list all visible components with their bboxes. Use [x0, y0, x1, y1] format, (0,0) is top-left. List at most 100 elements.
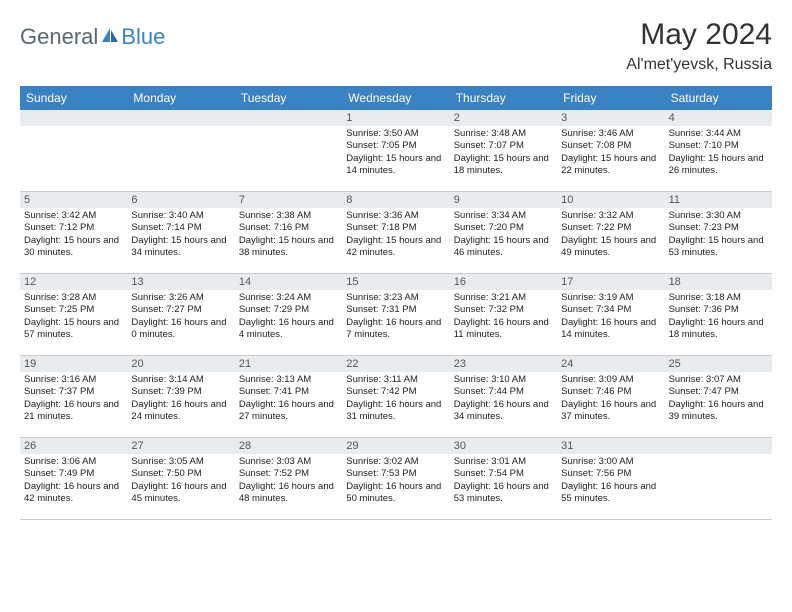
day-number: 23	[450, 356, 557, 372]
daylight-line: Daylight: 15 hours and 18 minutes.	[454, 153, 553, 178]
calendar-day: 5Sunrise: 3:42 AMSunset: 7:12 PMDaylight…	[20, 192, 127, 274]
daylight-line: Daylight: 15 hours and 34 minutes.	[131, 235, 230, 260]
sunset-line: Sunset: 7:56 PM	[561, 468, 660, 480]
calendar-day: 27Sunrise: 3:05 AMSunset: 7:50 PMDayligh…	[127, 438, 234, 520]
sunrise-line: Sunrise: 3:48 AM	[454, 128, 553, 140]
day-number: 26	[20, 438, 127, 454]
header: General Blue May 2024 Al'met'yevsk, Russ…	[20, 18, 772, 74]
sunset-line: Sunset: 7:12 PM	[24, 222, 123, 234]
sunset-line: Sunset: 7:53 PM	[346, 468, 445, 480]
calendar-day: 15Sunrise: 3:23 AMSunset: 7:31 PMDayligh…	[342, 274, 449, 356]
sunset-line: Sunset: 7:29 PM	[239, 304, 338, 316]
brand-logo: General Blue	[20, 18, 165, 50]
day-number: 19	[20, 356, 127, 372]
day-details: Sunrise: 3:44 AMSunset: 7:10 PMDaylight:…	[669, 128, 768, 177]
calendar-day: 26 Sunrise: 3:06 AMSunset: 7:49 PMDayligh…	[20, 438, 127, 520]
sunset-line: Sunset: 7:49 PM	[24, 468, 123, 480]
sunset-line: Sunset: 7:14 PM	[131, 222, 230, 234]
day-number: 4	[665, 110, 772, 126]
calendar-body: 1Sunrise: 3:50 AMSunset: 7:05 PMDaylight…	[20, 110, 772, 520]
sunset-line: Sunset: 7:23 PM	[669, 222, 768, 234]
sunrise-line: Sunrise: 3:10 AM	[454, 374, 553, 386]
day-number: 17	[557, 274, 664, 290]
day-details: Sunrise: 3:01 AMSunset: 7:54 PMDaylight:…	[454, 456, 553, 505]
day-details: Sunrise: 3:16 AMSunset: 7:37 PMDaylight:…	[24, 374, 123, 423]
sunset-line: Sunset: 7:31 PM	[346, 304, 445, 316]
sunrise-line: Sunrise: 3:13 AM	[239, 374, 338, 386]
sunrise-line: Sunrise: 3:36 AM	[346, 210, 445, 222]
day-details: Sunrise: 3:05 AMSunset: 7:50 PMDaylight:…	[131, 456, 230, 505]
calendar-day: 20Sunrise: 3:14 AMSunset: 7:39 PMDayligh…	[127, 356, 234, 438]
sunset-line: Sunset: 7:20 PM	[454, 222, 553, 234]
calendar-day: 7Sunrise: 3:38 AMSunset: 7:16 PMDaylight…	[235, 192, 342, 274]
sunrise-line: Sunrise: 3:44 AM	[669, 128, 768, 140]
sunrise-line: Sunrise: 3:18 AM	[669, 292, 768, 304]
weekday-label: Saturday	[665, 86, 772, 110]
day-details: Sunrise: 3:21 AMSunset: 7:32 PMDaylight:…	[454, 292, 553, 341]
day-details: Sunrise: 3:06 AMSunset: 7:49 PMDaylight:…	[24, 456, 123, 505]
daylight-line: Daylight: 16 hours and 21 minutes.	[24, 399, 123, 424]
calendar-day: 14Sunrise: 3:24 AMSunset: 7:29 PMDayligh…	[235, 274, 342, 356]
sunrise-line: Sunrise: 3:32 AM	[561, 210, 660, 222]
sunrise-line: Sunrise: 3:03 AM	[239, 456, 338, 468]
day-details: Sunrise: 3:34 AMSunset: 7:20 PMDaylight:…	[454, 210, 553, 259]
sunrise-line: Sunrise: 3:21 AM	[454, 292, 553, 304]
weekday-label: Sunday	[20, 86, 127, 110]
calendar-day: 12Sunrise: 3:28 AMSunset: 7:25 PMDayligh…	[20, 274, 127, 356]
calendar-day: 4 Sunrise: 3:44 AMSunset: 7:10 PMDaylight…	[665, 110, 772, 192]
calendar-day: 25Sunrise: 3:07 AMSunset: 7:47 PMDayligh…	[665, 356, 772, 438]
calendar-day: 16Sunrise: 3:21 AMSunset: 7:32 PMDayligh…	[450, 274, 557, 356]
day-details: Sunrise: 3:26 AMSunset: 7:27 PMDaylight:…	[131, 292, 230, 341]
day-number: 3	[557, 110, 664, 126]
day-number	[20, 110, 127, 126]
daylight-line: Daylight: 16 hours and 11 minutes.	[454, 317, 553, 342]
daylight-line: Daylight: 16 hours and 27 minutes.	[239, 399, 338, 424]
day-details: Sunrise: 3:02 AMSunset: 7:53 PMDaylight:…	[346, 456, 445, 505]
daylight-line: Daylight: 16 hours and 48 minutes.	[239, 481, 338, 506]
month-year: May 2024	[626, 18, 772, 52]
brand-part2: Blue	[121, 24, 165, 50]
sunrise-line: Sunrise: 3:34 AM	[454, 210, 553, 222]
calendar-day: 6 Sunrise: 3:40 AMSunset: 7:14 PMDaylight…	[127, 192, 234, 274]
calendar: SundayMondayTuesdayWednesdayThursdayFrid…	[20, 86, 772, 520]
sunset-line: Sunset: 7:05 PM	[346, 140, 445, 152]
day-details: Sunrise: 3:30 AMSunset: 7:23 PMDaylight:…	[669, 210, 768, 259]
day-number: 25	[665, 356, 772, 372]
sunset-line: Sunset: 7:10 PM	[669, 140, 768, 152]
sunset-line: Sunset: 7:18 PM	[346, 222, 445, 234]
calendar-day: 19 Sunrise: 3:16 AMSunset: 7:37 PMDayligh…	[20, 356, 127, 438]
daylight-line: Daylight: 16 hours and 50 minutes.	[346, 481, 445, 506]
day-details: Sunrise: 3:10 AMSunset: 7:44 PMDaylight:…	[454, 374, 553, 423]
day-details: Sunrise: 3:46 AMSunset: 7:08 PMDaylight:…	[561, 128, 660, 177]
sunrise-line: Sunrise: 3:19 AM	[561, 292, 660, 304]
day-details: Sunrise: 3:23 AMSunset: 7:31 PMDaylight:…	[346, 292, 445, 341]
day-number: 6	[127, 192, 234, 208]
weekday-label: Friday	[557, 86, 664, 110]
calendar-day: 28Sunrise: 3:03 AMSunset: 7:52 PMDayligh…	[235, 438, 342, 520]
calendar-week: 1Sunrise: 3:50 AMSunset: 7:05 PMDaylight…	[20, 110, 772, 192]
calendar-day: 31Sunrise: 3:00 AMSunset: 7:56 PMDayligh…	[557, 438, 664, 520]
sunrise-line: Sunrise: 3:06 AM	[24, 456, 123, 468]
day-details: Sunrise: 3:36 AMSunset: 7:18 PMDaylight:…	[346, 210, 445, 259]
sunrise-line: Sunrise: 3:16 AM	[24, 374, 123, 386]
daylight-line: Daylight: 16 hours and 53 minutes.	[454, 481, 553, 506]
sunrise-line: Sunrise: 3:26 AM	[131, 292, 230, 304]
day-details: Sunrise: 3:40 AMSunset: 7:14 PMDaylight:…	[131, 210, 230, 259]
day-number: 9	[450, 192, 557, 208]
calendar-week: 19 Sunrise: 3:16 AMSunset: 7:37 PMDayligh…	[20, 356, 772, 438]
day-number: 12	[20, 274, 127, 290]
daylight-line: Daylight: 15 hours and 30 minutes.	[24, 235, 123, 260]
day-number: 22	[342, 356, 449, 372]
calendar-day: 9 Sunrise: 3:34 AMSunset: 7:20 PMDaylight…	[450, 192, 557, 274]
sunset-line: Sunset: 7:22 PM	[561, 222, 660, 234]
calendar-day: 17Sunrise: 3:19 AMSunset: 7:34 PMDayligh…	[557, 274, 664, 356]
day-details: Sunrise: 3:18 AMSunset: 7:36 PMDaylight:…	[669, 292, 768, 341]
sunset-line: Sunset: 7:47 PM	[669, 386, 768, 398]
day-details: Sunrise: 3:42 AMSunset: 7:12 PMDaylight:…	[24, 210, 123, 259]
sunset-line: Sunset: 7:50 PM	[131, 468, 230, 480]
daylight-line: Daylight: 15 hours and 57 minutes.	[24, 317, 123, 342]
day-number	[235, 110, 342, 126]
daylight-line: Daylight: 15 hours and 14 minutes.	[346, 153, 445, 178]
daylight-line: Daylight: 15 hours and 49 minutes.	[561, 235, 660, 260]
weekday-label: Thursday	[450, 86, 557, 110]
